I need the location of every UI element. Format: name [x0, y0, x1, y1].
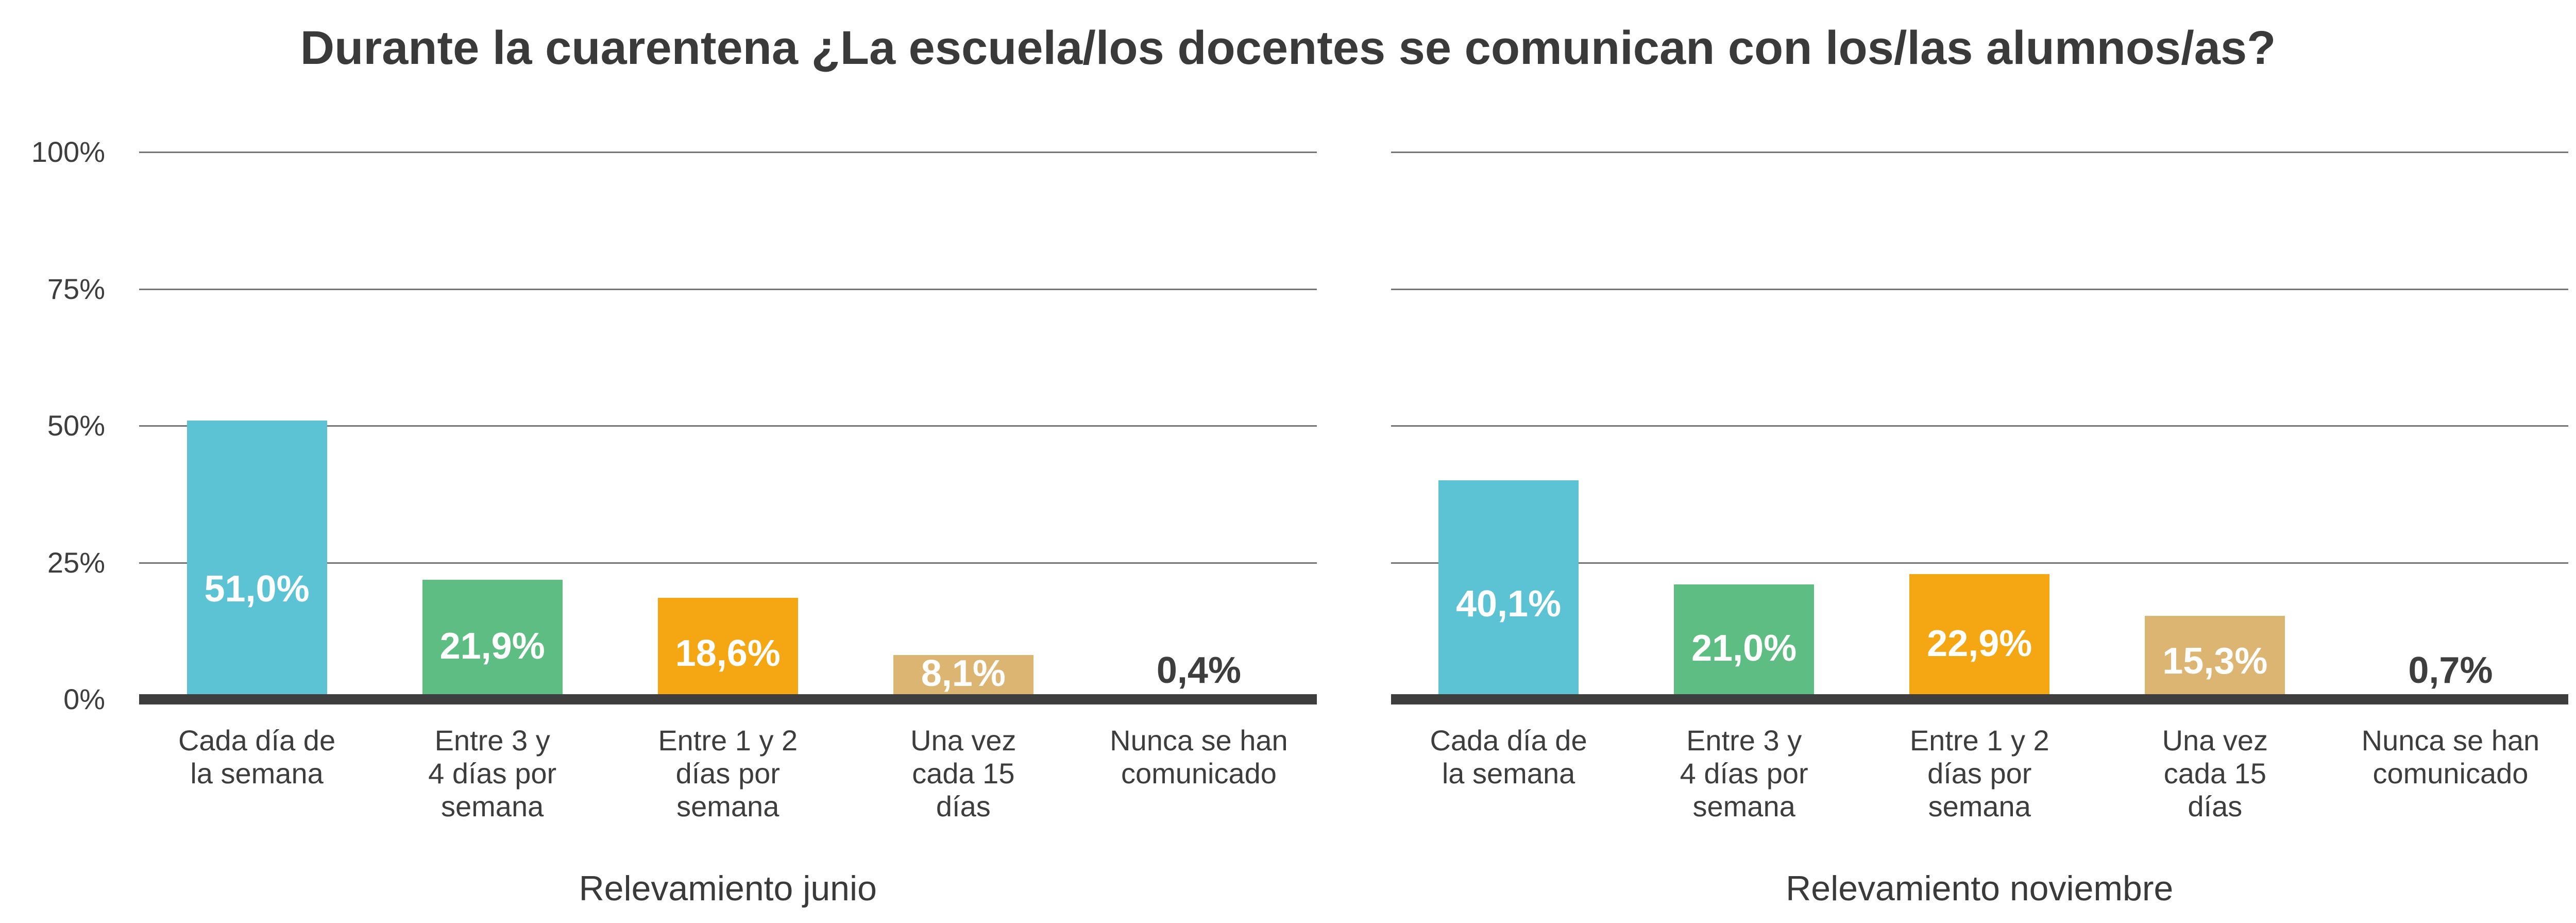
category-label-line: días por	[675, 757, 780, 790]
value-label: 40,1%	[1455, 583, 1562, 625]
panel-title-junio: Relevamiento junio	[579, 869, 877, 909]
bar-slot: 21,0%	[1626, 152, 1862, 700]
category-label-line: Cada día de	[1430, 724, 1587, 757]
category-label-line: Cada día de	[178, 724, 336, 757]
plot-row: 100% 75% 50% 25% 0% 51,0% 21,9% 18,6% 8,1% 0,4% …	[0, 138, 2576, 714]
x-axis-line	[139, 694, 1317, 705]
gridline	[1391, 152, 2568, 154]
bar	[1438, 480, 1579, 700]
value-label: 22,9%	[1927, 623, 2032, 665]
bar	[2145, 615, 2285, 700]
category-label-line: Entre 3 y	[434, 724, 550, 757]
bar	[422, 579, 563, 700]
bars-area: 51,0% 21,9% 18,6% 8,1% 0,4%	[139, 152, 1317, 700]
bar-slot: 18,6%	[610, 152, 845, 700]
panel-gap	[1317, 152, 1391, 699]
category-row-spacer	[0, 724, 139, 823]
gridline	[1391, 425, 2568, 427]
bar	[187, 420, 327, 700]
panel-junio: 51,0% 21,9% 18,6% 8,1% 0,4%	[139, 152, 1317, 705]
category-label-line: semana	[1692, 790, 1795, 823]
bar	[893, 655, 1033, 700]
bar-slot: 15,3%	[2097, 152, 2333, 700]
category-label: Una vez cada 15 días	[2097, 724, 2333, 823]
category-label: Cada día de la semana	[139, 724, 375, 823]
category-label-line: cada 15	[912, 757, 1015, 790]
value-label: 21,0%	[1691, 627, 1797, 669]
category-label-line: días por	[1927, 757, 2032, 790]
bar-slot: 40,1%	[1391, 152, 1626, 700]
value-label: 21,9%	[439, 625, 545, 667]
y-axis-tick: 25%	[47, 546, 105, 579]
chart-root: Durante la cuarentena ¿La escuela/los do…	[0, 20, 2576, 923]
value-label: 8,1%	[921, 653, 1006, 695]
bar-slot: 0,4%	[1081, 152, 1316, 699]
bars-area: 40,1% 21,0% 22,9% 15,3% 0,7%	[1391, 152, 2569, 700]
category-label-line: días	[936, 790, 991, 823]
category-label-line: Entre 1 y 2	[658, 724, 798, 757]
category-label: Nunca se han comunicado	[1081, 724, 1316, 823]
category-label-line: Nunca se han	[2361, 724, 2540, 757]
bar-slot: 22,9%	[1862, 152, 2097, 700]
value-label: 0,4%	[1156, 650, 1241, 692]
category-label: Entre 1 y 2 días por semana	[1862, 724, 2097, 823]
category-label-line: cada 15	[2163, 757, 2266, 790]
category-label-line: semana	[441, 790, 544, 823]
y-axis: 100% 75% 50% 25% 0%	[0, 138, 139, 714]
category-label-line: Una vez	[910, 724, 1016, 757]
bar	[1909, 574, 2050, 700]
category-label-line: semana	[676, 790, 779, 823]
category-label-line: 4 días por	[1680, 757, 1808, 790]
value-label: 18,6%	[675, 633, 781, 675]
y-axis-tick: 0%	[63, 683, 105, 716]
y-axis-tick: 50%	[47, 409, 105, 442]
category-label-line: 4 días por	[428, 757, 557, 790]
gridline	[139, 425, 1317, 427]
category-label: Nunca se han comunicado	[2333, 724, 2568, 823]
category-label: Cada día de la semana	[1391, 724, 1626, 823]
x-axis-line	[1391, 694, 2568, 705]
category-label-line: Una vez	[2162, 724, 2268, 757]
category-label-line: días	[2188, 790, 2243, 823]
gridline	[1391, 562, 2568, 564]
panel-title-noviembre: Relevamiento noviembre	[1786, 869, 2174, 909]
gridline	[139, 152, 1317, 154]
bar-slot: 51,0%	[139, 152, 375, 700]
category-label-line: la semana	[1442, 757, 1575, 790]
gridline	[1391, 288, 2568, 290]
bar-slot: 8,1%	[845, 152, 1081, 700]
value-label: 15,3%	[2162, 640, 2268, 682]
category-label-line: Entre 3 y	[1686, 724, 1802, 757]
category-label-line: la semana	[190, 757, 324, 790]
value-label: 51,0%	[204, 568, 310, 610]
category-label-line: Nunca se han	[1110, 724, 1288, 757]
panel-noviembre: 40,1% 21,0% 22,9% 15,3% 0,7%	[1391, 152, 2569, 705]
bar	[657, 597, 798, 700]
panel-title-spacer	[0, 870, 139, 907]
gridline	[139, 288, 1317, 290]
bar-slot: 21,9%	[375, 152, 610, 700]
panel-title-row: Relevamiento junio Relevamiento noviembr…	[0, 870, 2576, 907]
category-label: Una vez cada 15 días	[845, 724, 1081, 823]
bar	[1674, 584, 1815, 700]
category-gap	[1317, 724, 1391, 823]
gridline	[139, 562, 1317, 564]
category-label-line: Entre 1 y 2	[1909, 724, 2049, 757]
panel-title-gap	[1317, 870, 1391, 907]
category-label-line: comunicado	[2372, 757, 2529, 790]
chart-title: Durante la cuarentena ¿La escuela/los do…	[300, 22, 2276, 74]
y-axis-tick: 75%	[47, 272, 105, 305]
category-label-line: semana	[1928, 790, 2031, 823]
category-label: Entre 1 y 2 días por semana	[610, 724, 845, 823]
y-axis-tick: 100%	[31, 136, 105, 169]
value-label: 0,7%	[2408, 650, 2493, 692]
category-label-line: comunicado	[1121, 757, 1277, 790]
bar-slot: 0,7%	[2333, 152, 2568, 699]
